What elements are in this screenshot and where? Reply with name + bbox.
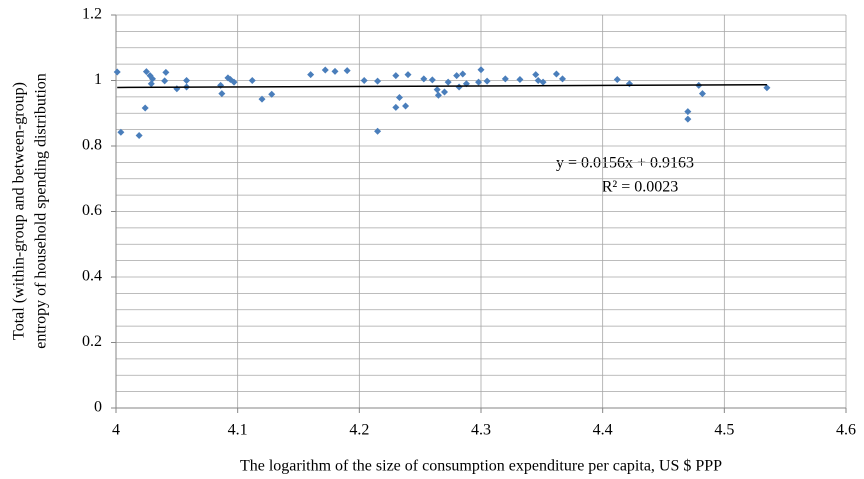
point	[428, 76, 436, 84]
point	[434, 91, 442, 99]
point	[559, 75, 567, 83]
point	[459, 70, 467, 78]
point	[135, 132, 143, 140]
x-tick-label: 4	[112, 422, 120, 439]
point	[444, 78, 452, 86]
point	[149, 75, 156, 83]
point	[162, 68, 170, 76]
point	[516, 76, 524, 84]
point	[698, 90, 706, 98]
point	[113, 68, 121, 76]
point	[147, 80, 155, 88]
point	[173, 85, 181, 93]
point	[420, 75, 428, 83]
point	[161, 77, 169, 85]
point	[343, 67, 351, 75]
point	[392, 103, 400, 111]
point	[501, 75, 509, 83]
x-tick-label: 4.5	[714, 422, 734, 439]
point	[117, 128, 125, 136]
point	[258, 95, 266, 103]
point	[684, 115, 692, 123]
trendline-r2: R² = 0.0023	[602, 179, 679, 196]
point	[307, 71, 315, 79]
x-axis-label: The logarithm of the size of consumption…	[240, 458, 722, 475]
point	[763, 84, 771, 92]
point	[552, 70, 560, 78]
y-axis-label: entropy of household spending distributi…	[33, 73, 50, 349]
trendline	[117, 83, 767, 89]
y-tick-label: 0.2	[82, 333, 102, 350]
x-tick-label: 4.3	[471, 422, 491, 439]
x-tick-label: 4.1	[228, 422, 248, 439]
point	[142, 68, 150, 76]
point	[483, 77, 491, 85]
point	[404, 71, 412, 79]
point	[321, 66, 329, 74]
point	[248, 77, 256, 84]
point	[402, 102, 410, 110]
x-tick-label: 4.4	[593, 422, 613, 439]
y-tick-label: 1.2	[82, 6, 102, 23]
point	[395, 94, 403, 102]
y-tick-label: 0.6	[82, 202, 102, 219]
point	[374, 77, 382, 85]
point	[684, 108, 692, 116]
point	[625, 80, 633, 88]
point	[268, 90, 276, 98]
trendline-equation: y = 0.0156x + 0.9163	[556, 155, 694, 172]
x-tick-label: 4.6	[836, 422, 856, 439]
point	[183, 77, 191, 84]
point	[475, 78, 483, 86]
point	[218, 90, 226, 98]
y-tick-label: 0.4	[82, 268, 102, 285]
x-tick-label: 4.2	[349, 422, 369, 439]
point	[217, 81, 225, 89]
y-tick-label: 0	[94, 399, 102, 416]
y-axis-label: Total (within-group and between-group)	[11, 82, 28, 340]
point	[532, 71, 540, 79]
point	[613, 76, 621, 84]
point	[392, 72, 400, 80]
y-tick-label: 1	[94, 71, 102, 88]
point	[374, 127, 382, 135]
y-tick-label: 0.8	[82, 137, 102, 154]
point	[455, 83, 463, 91]
point	[141, 104, 149, 112]
point	[433, 86, 441, 94]
point	[331, 67, 339, 75]
point	[453, 72, 461, 80]
point	[230, 78, 238, 86]
point	[477, 66, 485, 74]
point	[539, 78, 547, 86]
point	[360, 77, 368, 84]
point	[441, 88, 448, 96]
